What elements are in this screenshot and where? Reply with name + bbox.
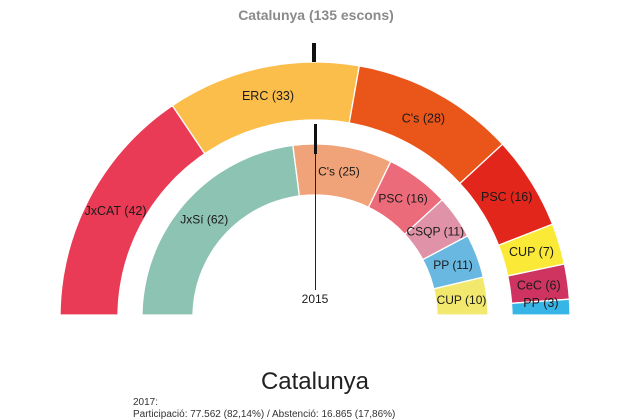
outer-seat-label: PSC (16) xyxy=(481,190,532,204)
outer-seat-label: JxCAT (42) xyxy=(84,204,146,218)
footer-year: 2017: xyxy=(133,397,159,408)
outer-seat-label: ERC (33) xyxy=(242,89,294,103)
inner-seat-label: CSQP (11) xyxy=(407,225,465,239)
footer-turnout: Participació: 77.562 (82,14%) / Abstenci… xyxy=(133,409,396,420)
inner-year-label: 2015 xyxy=(302,292,329,306)
inner-seat-label: CUP (10) xyxy=(437,293,487,307)
inner-seat-label: PSC (16) xyxy=(378,192,427,206)
region-title: Catalunya xyxy=(260,368,370,395)
outer-seat-segment xyxy=(510,298,571,316)
inner-ring-2015: JxSí (62) C's (25) PSC (16) CSQP (11) PP (11… xyxy=(141,143,489,316)
chart-title: Catalunya (135 escons) xyxy=(238,7,394,23)
inner-seat-label: JxSí (62) xyxy=(180,213,228,227)
majority-marker-inner xyxy=(314,124,317,154)
outer-seat-label: PP (3) xyxy=(523,296,558,310)
inner-seat-label: C's (25) xyxy=(318,165,360,179)
outer-seat-label: C's (28) xyxy=(402,112,445,126)
outer-ring-2017: JxCAT (42) ERC (33) C's (28) PSC (16) CUP (7… xyxy=(59,61,571,316)
inner-seat-segment xyxy=(432,276,489,316)
inner-seat-label: PP (11) xyxy=(433,258,473,272)
outer-seat-label: CeC (6) xyxy=(517,279,561,293)
majority-marker-outer xyxy=(312,43,316,62)
outer-seat-label: CUP (7) xyxy=(509,245,554,259)
outer-seat-segment xyxy=(171,61,361,155)
